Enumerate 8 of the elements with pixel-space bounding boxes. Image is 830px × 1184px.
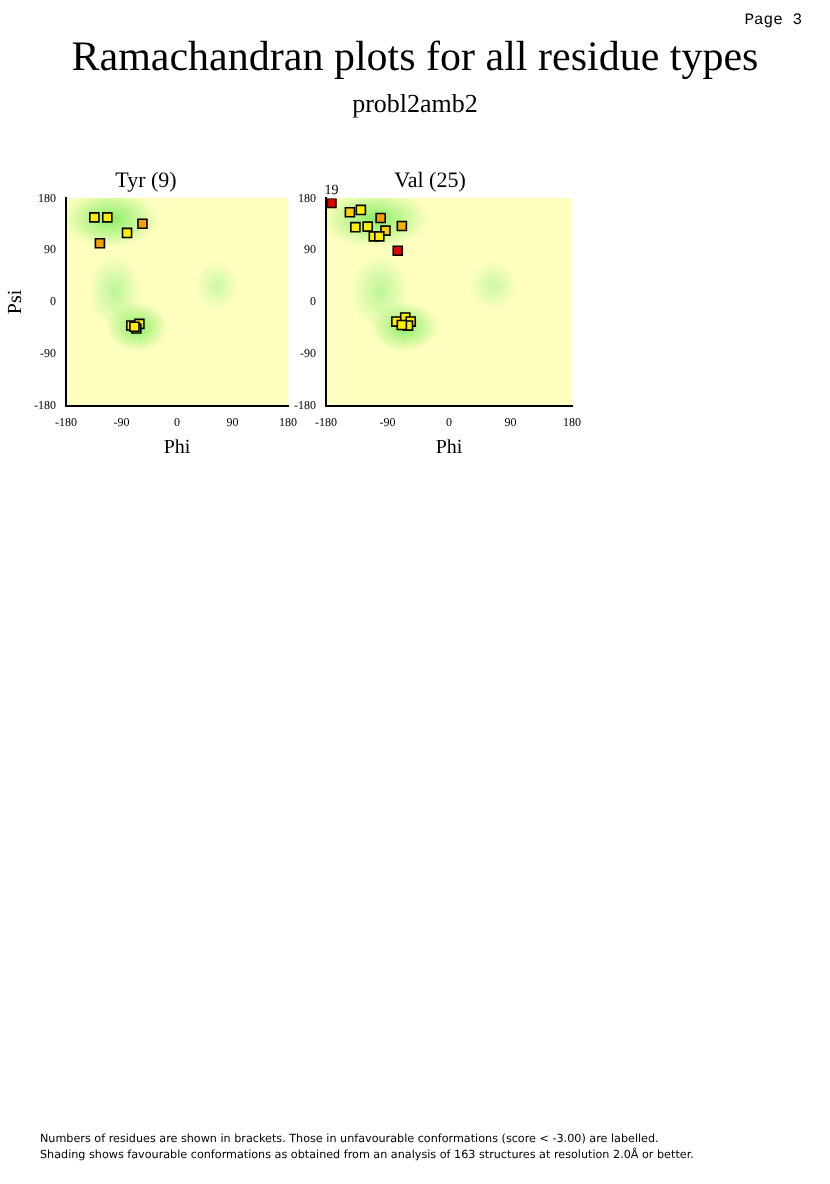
text: Page 3 [744,12,802,30]
chart-title: Val (25) [394,168,467,193]
x-axis-title: Phi [435,437,463,460]
chart-title: Tyr (9) [115,168,178,193]
y-axis-title: Psi [5,289,28,315]
text: Ramachandran plots for all residue types [69,32,761,82]
x-axis-title: Phi [163,437,191,460]
text: probl2amb2 [350,88,480,120]
